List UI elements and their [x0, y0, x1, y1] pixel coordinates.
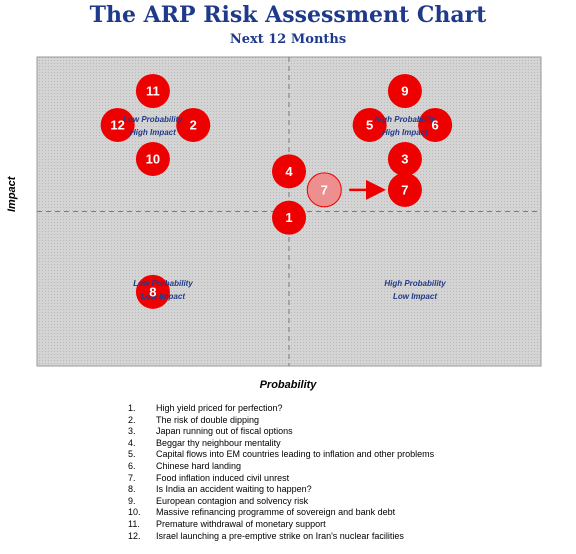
legend-number: 1.: [128, 403, 136, 413]
bubble: [352, 107, 387, 142]
legend-text: Massive refinancing programme of soverei…: [156, 507, 396, 518]
legend-number: 6.: [128, 460, 136, 471]
legend-text: Is India an accident waiting to happen?: [156, 484, 312, 495]
legend-item: 11. Premature withdrawal of monetary supp…: [128, 519, 434, 531]
bubble-label: 2: [190, 117, 197, 132]
bubble-label: 3: [401, 151, 408, 166]
legend-item: 3. Japan running out of fiscal options: [128, 426, 434, 438]
legend-item: 1. High yield priced for perfection?: [128, 403, 434, 415]
legend-number: 5.: [128, 449, 136, 460]
legend-item: 6. Chinese hard landing: [128, 461, 434, 473]
chart-subtitle: Next 12 Months: [229, 32, 347, 47]
legend-item: 2. The risk of double dipping: [128, 415, 434, 427]
legend-text: Japan running out of fiscal options: [156, 426, 293, 437]
legend-item: 7. Food inflation induced civil unrest: [128, 473, 434, 485]
legend-number: 10.: [128, 507, 141, 518]
risk-legend: 1. High yield priced for perfection? 2. The…: [128, 403, 434, 542]
bubble: [418, 107, 453, 142]
bubble-label: 8: [149, 284, 156, 299]
bubble-previous: [306, 172, 342, 208]
legend-item: 8. Is India an accident waiting to happen…: [128, 484, 434, 496]
quadrant-label: Low Probability: [123, 115, 183, 124]
bubble-label: 7: [321, 182, 328, 197]
bubble-label: 12: [110, 117, 124, 132]
quadrant-label: High Probability: [384, 279, 446, 288]
quadrant-label: High Impact: [382, 128, 428, 137]
bubble: [272, 154, 306, 189]
legend-item: 9. European contagion and solvency risk: [128, 496, 434, 508]
chart-title: The ARP Risk Assessment Chart: [89, 2, 487, 28]
bubble: [387, 172, 422, 207]
legend-item: 12. Israel launching a pre-emptive strike…: [128, 531, 434, 543]
quadrant-label: Low Impact: [141, 292, 185, 301]
y-axis-label: Impact: [6, 176, 18, 212]
legend-item: 4. Beggar thy neighbour mentality: [128, 438, 434, 450]
bubble: [135, 274, 170, 309]
bubble-label: 5: [366, 117, 373, 132]
bubble-label: 10: [146, 151, 160, 166]
legend-number: 8.: [128, 484, 136, 495]
legend-text: The risk of double dipping: [156, 414, 260, 425]
legend-text: Chinese hard landing: [156, 460, 242, 471]
bubble-label: 11: [146, 83, 160, 98]
legend-number: 11.: [128, 518, 140, 529]
bubble: [272, 200, 306, 235]
legend-text: European contagion and solvency risk: [156, 495, 309, 506]
bubble-label: 9: [401, 83, 408, 98]
legend-text: High yield priced for perfection?: [156, 403, 283, 413]
legend-text: Israel launching a pre-emptive strike on…: [156, 530, 404, 541]
bubble-label: 1: [285, 210, 292, 225]
bubble: [135, 73, 170, 108]
bubble: [387, 73, 422, 108]
bubble: [387, 141, 422, 176]
legend-number: 3.: [128, 426, 136, 437]
legend-text: Premature withdrawal of monetary support: [156, 518, 326, 529]
bubble-label: 4: [285, 164, 293, 179]
legend-text: Food inflation induced civil unrest: [156, 472, 290, 483]
bubble-label: 7: [401, 182, 408, 197]
legend-text: Beggar thy neighbour mentality: [156, 437, 281, 448]
bubble: [176, 107, 211, 142]
legend-item: 5. Capital flows into EM countries leadin…: [128, 449, 434, 461]
legend-number: 7.: [128, 472, 136, 483]
legend-text: Capital flows into EM countries leading …: [156, 449, 435, 460]
quadrant-label: High Impact: [130, 128, 176, 137]
legend-number: 2.: [128, 414, 136, 425]
bubble-label: 6: [432, 117, 439, 132]
legend-number: 4.: [128, 437, 136, 448]
legend-number: 9.: [128, 495, 136, 506]
bubble: [135, 141, 170, 176]
legend-item: 10. Massive refinancing programme of sove…: [128, 507, 434, 519]
quadrant-label: Low Probability: [133, 279, 193, 288]
quadrant-label: High Probability: [374, 115, 436, 124]
x-axis-label: Probability: [259, 379, 317, 391]
quadrant-label: Low Impact: [393, 292, 437, 301]
legend-number: 12.: [128, 530, 141, 541]
bubble: [100, 107, 135, 142]
